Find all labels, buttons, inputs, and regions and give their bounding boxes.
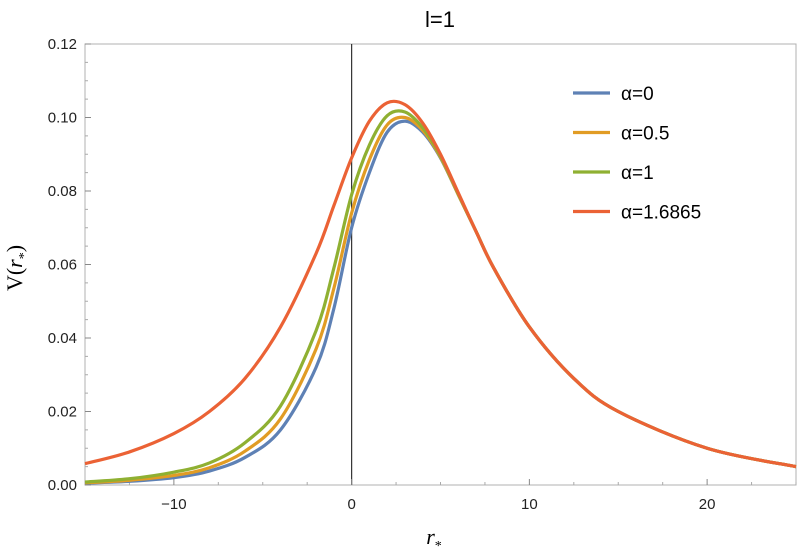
y-axis-ticks: 0.00 0.02 0.04 0.06 0.08 0.10 0.12 [48, 36, 91, 494]
legend-label: α=0 [621, 84, 654, 105]
series-line-3 [84, 99, 797, 469]
y-tick-label: 0.00 [48, 477, 77, 494]
y-tick-label: 0.10 [48, 110, 77, 127]
svg-text:V(r*): V(r*) [2, 245, 32, 291]
x-tick-label: −10 [161, 496, 186, 513]
x-axis-title: r* [426, 524, 442, 554]
legend: α=0 α=0.5 α=1 α=1.6865 [573, 84, 701, 224]
x-axis-ticks: −10 0 10 20 [84, 479, 797, 513]
series-lines [84, 99, 797, 485]
x-tick-label: 10 [521, 496, 538, 513]
x-tick-label: 20 [699, 496, 716, 513]
legend-label: α=1 [621, 163, 654, 184]
x-tick-label: 0 [347, 496, 355, 513]
y-tick-label: 0.06 [48, 257, 77, 274]
y-tick-label: 0.02 [48, 404, 77, 421]
y-tick-label: 0.04 [48, 330, 77, 347]
plot-frame [84, 43, 797, 486]
y-tick-label: 0.08 [48, 183, 77, 200]
y-tick-label: 0.12 [48, 36, 77, 53]
legend-label: α=1.6865 [621, 203, 701, 224]
legend-label: α=0.5 [621, 124, 670, 145]
chart-title: l=1 [425, 7, 455, 32]
series-line-0 [84, 119, 797, 485]
series-line-2 [84, 109, 797, 484]
y-axis-title: V(r*) [2, 245, 32, 291]
series-line-1 [84, 115, 797, 485]
svg-text:r*: r* [426, 524, 442, 554]
